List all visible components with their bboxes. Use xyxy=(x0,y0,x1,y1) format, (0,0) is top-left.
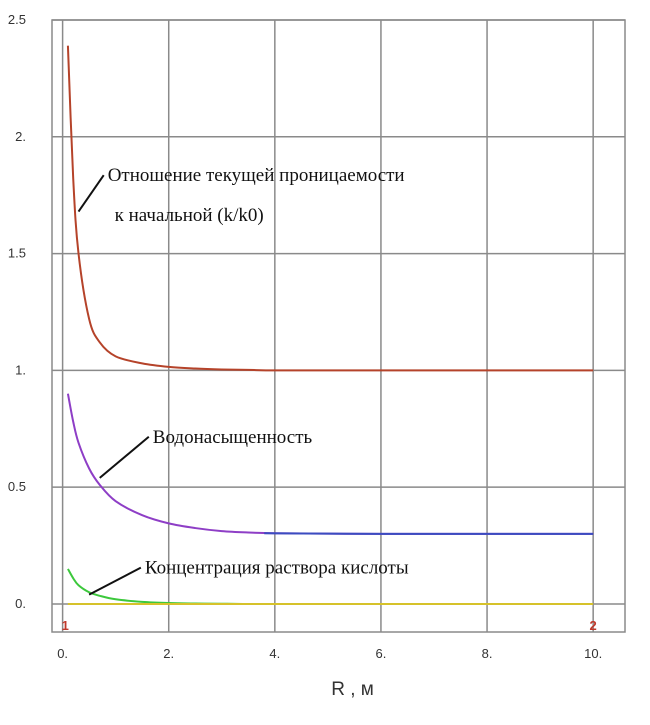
x-tick-label: 6. xyxy=(376,646,387,661)
y-tick-label: 0. xyxy=(15,596,26,611)
annotation-pointer xyxy=(77,174,105,213)
grid-lines xyxy=(52,19,625,632)
annotation-pointer xyxy=(99,436,150,479)
point-marker-label: 2 xyxy=(590,618,597,633)
series-line-1 xyxy=(66,393,594,535)
x-tick-label: 10. xyxy=(584,646,602,661)
annotation-text: к начальной (k/k0) xyxy=(115,205,264,226)
y-tick-label: 1.5 xyxy=(8,246,26,261)
annotation-pointer xyxy=(88,566,142,596)
x-tick-label: 2. xyxy=(163,646,174,661)
annotation-text: Концентрация раствора кислоты xyxy=(145,558,409,579)
x-axis-label: R , м xyxy=(331,679,374,700)
annotation-text: Отношение текущей проницаемости xyxy=(108,165,405,186)
x-tick-label: 4. xyxy=(269,646,280,661)
plot-frame xyxy=(51,19,626,633)
series-line-0 xyxy=(66,45,594,372)
series-lines xyxy=(66,45,594,605)
point-marker-label: 1 xyxy=(62,618,69,633)
x-tick-label: 8. xyxy=(482,646,493,661)
y-tick-label: 2.5 xyxy=(8,12,26,27)
series-line-2 xyxy=(264,532,594,535)
tick-labels: 0. 2. 4. 6. 8. 10. 0. 0.5 1. 1.5 2. 2.5 xyxy=(8,12,602,661)
y-tick-label: 0.5 xyxy=(8,479,26,494)
annotation-text: Водонасыщенность xyxy=(153,427,313,448)
annotations: Отношение текущей проницаемости к начальн… xyxy=(62,165,597,633)
y-tick-label: 2. xyxy=(15,129,26,144)
x-tick-label: 0. xyxy=(57,646,68,661)
y-tick-label: 1. xyxy=(15,362,26,377)
